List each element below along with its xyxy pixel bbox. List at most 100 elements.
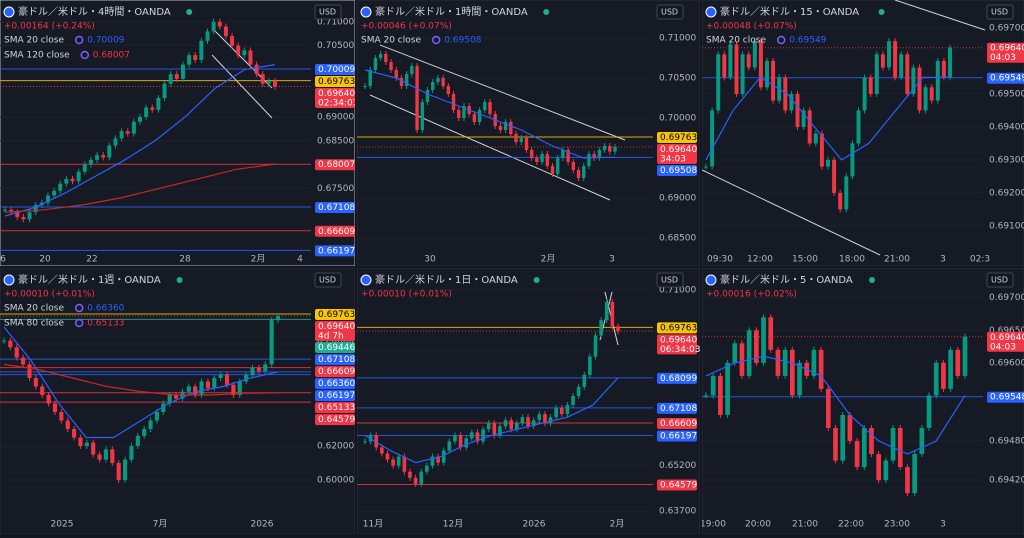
sma-line xyxy=(705,76,950,161)
candle xyxy=(21,357,26,365)
indicator-name[interactable]: SMA 20 close xyxy=(361,36,421,46)
symbol-icon xyxy=(360,274,372,286)
candle xyxy=(548,417,553,424)
candle xyxy=(402,456,407,472)
currency-button[interactable] xyxy=(314,272,342,288)
candle xyxy=(15,212,20,217)
time-tick-label: 02:3 xyxy=(970,255,990,265)
candle xyxy=(446,86,451,95)
candle xyxy=(256,367,261,372)
time-tick-label: 2月 xyxy=(251,254,266,265)
time-tick-label: 11月 xyxy=(363,519,383,530)
currency-button[interactable] xyxy=(314,4,342,20)
candle xyxy=(488,102,492,115)
candle xyxy=(566,150,570,163)
panel-background xyxy=(0,268,355,534)
panel-background xyxy=(0,0,355,266)
candle xyxy=(529,150,534,159)
price-badge-label: 0.66360 xyxy=(318,379,355,389)
time-tick-label: 2026 xyxy=(251,520,274,530)
price-badge-label: 0.69763 xyxy=(660,323,697,333)
time-tick-label: 23:00 xyxy=(884,520,910,530)
price-tick-label: 0.69480 xyxy=(989,437,1024,447)
indicator-name[interactable]: SMA 80 close xyxy=(4,319,64,329)
currency-label[interactable]: USD xyxy=(991,8,1008,17)
price-badge xyxy=(315,202,355,214)
candle xyxy=(199,40,204,60)
chart-panel[interactable]: 0.69700 0.69650 0.69600 0.69480 0.69420 0.696… xyxy=(700,268,1024,534)
currency-button[interactable] xyxy=(656,272,684,288)
candle xyxy=(935,60,940,101)
candle xyxy=(180,64,185,79)
candle xyxy=(174,74,179,79)
chart-title[interactable]: 豪ドル／米ドル・15・OANDA xyxy=(720,5,859,18)
candle xyxy=(890,427,896,461)
chart-title[interactable]: 豪ドル／米ドル・1日・OANDA xyxy=(375,273,518,286)
chart-panel[interactable]: 0.71000 0.70500 0.70000 0.69000 0.68500 0.697… xyxy=(357,0,700,266)
time-tick-label: 18:00 xyxy=(839,255,865,265)
price-tick-label: 0.69420 xyxy=(989,476,1024,486)
price-badge xyxy=(657,143,697,164)
candle xyxy=(363,441,367,443)
candle xyxy=(167,395,172,404)
currency-button[interactable] xyxy=(986,272,1014,288)
candle xyxy=(576,170,581,179)
price-badge-label: 0.69640 xyxy=(318,322,355,332)
chart-title[interactable]: 豪ドル／米ドル・1時間・OANDA xyxy=(375,5,528,18)
candle xyxy=(807,110,812,144)
indicator-icon xyxy=(74,303,84,313)
candle xyxy=(148,420,153,430)
candle xyxy=(768,317,774,350)
status-dot xyxy=(543,9,550,15)
indicator-icon xyxy=(431,35,441,45)
candle xyxy=(453,435,457,442)
countdown-label: 04:03 xyxy=(990,53,1016,63)
price-badge-label: 0.69763 xyxy=(318,77,355,87)
indicator-name[interactable]: SMA 20 close xyxy=(4,304,64,314)
indicator-name[interactable]: SMA 120 close xyxy=(4,51,70,61)
candle xyxy=(818,349,824,389)
currency-button[interactable] xyxy=(986,4,1014,20)
currency-label[interactable]: USD xyxy=(319,8,336,17)
currency-label[interactable]: USD xyxy=(661,276,678,285)
candle xyxy=(97,454,102,460)
indicator-name[interactable]: SMA 20 close xyxy=(706,36,766,46)
candle xyxy=(269,320,274,365)
currency-label[interactable]: USD xyxy=(319,276,336,285)
price-tick-label: 0.63700 xyxy=(659,507,696,517)
chart-panel[interactable]: 0.71000 0.70500 0.69000 0.68500 0.67500 0.700… xyxy=(0,0,358,266)
currency-label[interactable]: USD xyxy=(661,8,678,17)
candle xyxy=(752,41,757,68)
chart-panel[interactable]: 0.69700 0.69500 0.69400 0.69300 0.69200 0.691… xyxy=(702,0,1024,266)
chart-title[interactable]: 豪ドル／米ドル・1週・OANDA xyxy=(18,273,161,286)
candle xyxy=(14,347,19,358)
candle xyxy=(138,116,142,122)
candle xyxy=(722,54,727,78)
candle xyxy=(610,302,615,327)
candle xyxy=(119,131,124,139)
chart-title[interactable]: 豪ドル／米ドル・4時間・OANDA xyxy=(18,5,171,18)
candle xyxy=(825,388,831,428)
candle xyxy=(408,471,412,478)
currency-button[interactable] xyxy=(656,4,684,20)
candle xyxy=(486,423,491,430)
candle xyxy=(84,442,89,447)
candle xyxy=(199,381,204,396)
chart-panel[interactable]: 0.710000.690000.652000.637000.697630.696… xyxy=(357,268,700,534)
candle xyxy=(436,456,440,463)
price-badge-label: 0.70009 xyxy=(318,65,355,75)
price-badge xyxy=(657,322,697,334)
candle xyxy=(9,209,14,213)
candle xyxy=(373,58,378,71)
indicator-name[interactable]: SMA 20 close xyxy=(4,36,64,46)
candle xyxy=(218,374,223,378)
candle xyxy=(441,78,445,87)
candle xyxy=(599,320,603,336)
currency-label[interactable]: USD xyxy=(991,276,1008,285)
candle xyxy=(129,446,134,460)
candle xyxy=(880,54,885,68)
sma-line xyxy=(364,377,619,464)
sma-line xyxy=(364,69,616,159)
chart-title[interactable]: 豪ドル／米ドル・5・OANDA xyxy=(720,273,853,286)
